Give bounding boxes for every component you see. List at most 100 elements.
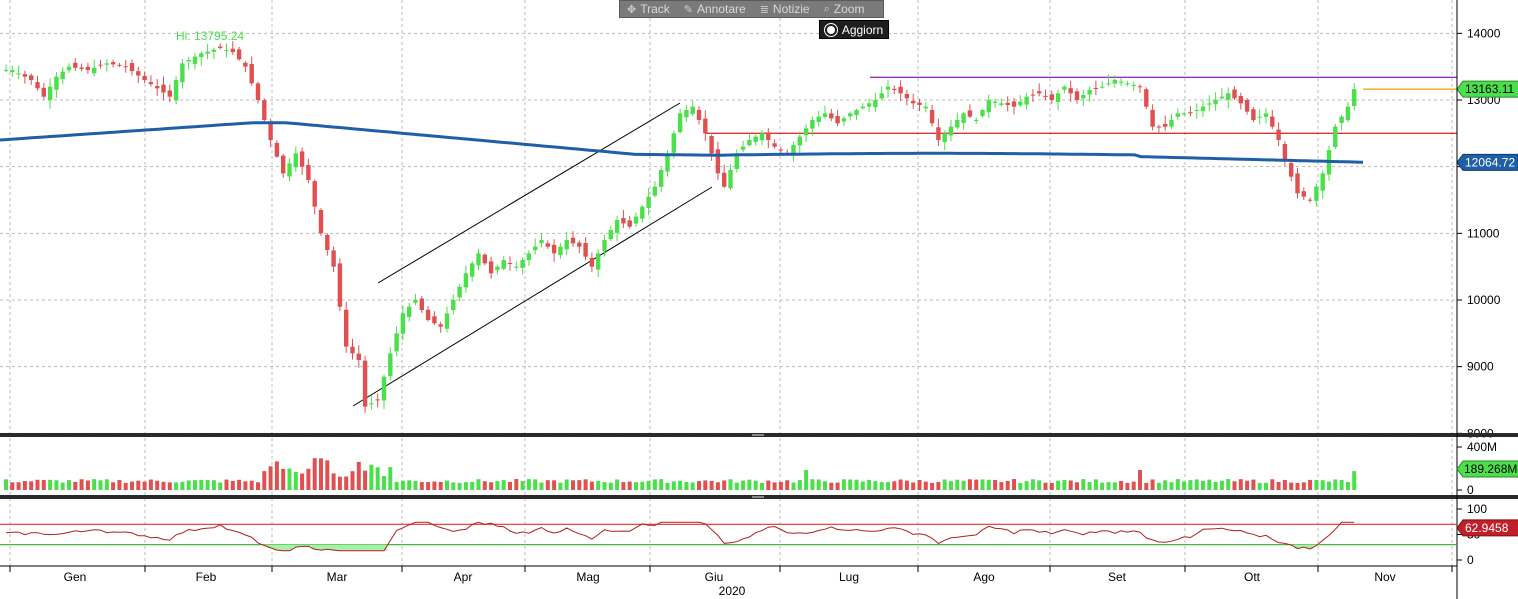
volume-bar (407, 480, 412, 490)
candle-body (413, 300, 418, 303)
volume-bar (1238, 479, 1243, 490)
candle-body (1295, 173, 1300, 194)
volume-bar (936, 481, 941, 490)
candle-body (211, 49, 217, 52)
volume-bar (1030, 479, 1035, 490)
candle-body (1200, 106, 1206, 112)
candle-body (873, 100, 878, 108)
rsi-oversold-fill (336, 544, 344, 551)
candle-body (551, 244, 557, 254)
volume-bar (445, 480, 449, 490)
candle-body (312, 181, 317, 207)
volume-axis-label: 0 (1467, 483, 1474, 497)
candle-body (1289, 163, 1294, 177)
volume-bar (1245, 480, 1250, 490)
rsi-oversold-fill (361, 544, 369, 551)
candle-body (866, 103, 872, 107)
volume-bar (564, 479, 569, 490)
volume-bar (123, 482, 128, 490)
candle-body (621, 217, 626, 224)
candle-body (1118, 81, 1124, 83)
volume-bar (797, 480, 802, 490)
candle-body (1068, 88, 1073, 94)
candle-body (929, 109, 935, 124)
candle-body (1301, 191, 1306, 197)
candle-body (917, 102, 922, 105)
volume-bar (678, 480, 683, 490)
news-button[interactable]: ≣ Notizie (753, 1, 817, 17)
candle-body (79, 67, 84, 69)
candle-body (898, 86, 903, 94)
candle-body (526, 253, 532, 261)
candle-body (293, 153, 298, 168)
candle-body (955, 120, 960, 128)
candle-body (992, 101, 998, 104)
candle-body (854, 110, 859, 116)
candle-body (142, 75, 147, 80)
candle-body (841, 118, 847, 122)
candle-body (47, 86, 53, 101)
candle-body (772, 143, 777, 147)
candle-body (1030, 94, 1036, 96)
volume-bar (734, 482, 739, 490)
volume-bar (1257, 482, 1262, 490)
annotate-button[interactable]: ✎ Annotare (677, 1, 753, 17)
volume-bar (211, 480, 216, 490)
rsi-oversold-fill (267, 544, 274, 548)
volume-bar (722, 480, 727, 490)
candle-body (325, 234, 330, 250)
volume-bar (293, 471, 298, 490)
volume-bar (60, 482, 65, 490)
volume-bar (747, 479, 752, 490)
candle-body (438, 324, 443, 327)
volume-bar (596, 480, 601, 490)
candle-body (73, 62, 78, 68)
candle-body (1251, 109, 1256, 120)
candle-body (677, 113, 683, 133)
candle-body (646, 196, 651, 208)
candle-body (923, 106, 928, 109)
rsi-axis-label: 100 (1467, 502, 1487, 516)
candle-body (22, 74, 28, 77)
volume-bar (262, 471, 267, 490)
volume-bar (363, 470, 368, 490)
candle-body (318, 210, 324, 234)
volume-bar (174, 482, 179, 490)
volume-bar (400, 480, 405, 490)
volume-bar (388, 467, 393, 490)
volume-bar (394, 482, 399, 490)
candle-body (885, 86, 891, 90)
zoom-button[interactable]: ⌕ Zoom (817, 1, 872, 17)
volume-bar (1295, 482, 1300, 490)
volume-bar (205, 480, 210, 490)
volume-bar (186, 480, 191, 490)
volume-bar (300, 473, 305, 490)
volume-bar (1251, 479, 1256, 490)
volume-bar (482, 481, 487, 490)
candle-body (797, 136, 802, 146)
candle-body (457, 286, 462, 298)
volume-bar (1106, 482, 1111, 490)
candle-body (703, 118, 708, 134)
volume-bar (646, 480, 651, 490)
volume-bar (432, 481, 437, 490)
candle-body (281, 155, 286, 174)
volume-bar (312, 458, 317, 490)
candle-body (1081, 95, 1086, 99)
candle-body (1131, 85, 1136, 86)
refresh-button[interactable]: Aggiorn (819, 20, 889, 39)
volume-bar (476, 479, 481, 490)
track-button[interactable]: ✥ Track (620, 1, 677, 17)
candle-body (816, 116, 821, 122)
candle-body (476, 253, 481, 266)
volume-bar (665, 482, 670, 490)
candle-body (1232, 89, 1237, 99)
volume-bar (337, 476, 342, 490)
candle-body (362, 360, 368, 407)
volume-bar (1289, 482, 1294, 490)
volume-bar (1194, 479, 1199, 490)
candle-body (659, 170, 664, 187)
volume-bar (955, 479, 960, 490)
candle-body (1169, 120, 1174, 127)
